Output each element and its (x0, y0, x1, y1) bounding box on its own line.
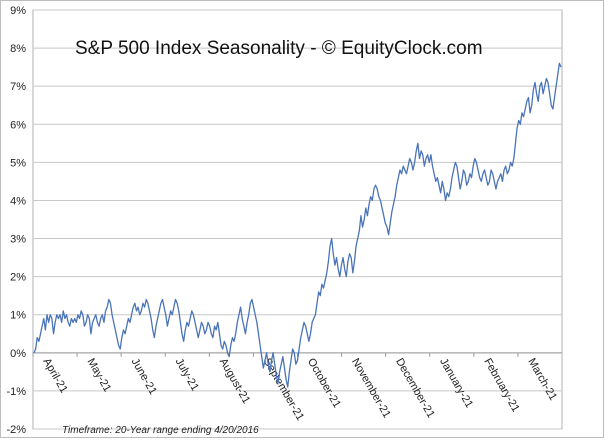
plot-area (32, 9, 563, 430)
y-axis-tick-labels: 9% 8% 7% 6% 5% 4% 3% 2% 1% 0% -1% -2% (6, 5, 26, 436)
y-tick-label: 2% (10, 272, 26, 284)
y-tick-label: 7% (10, 81, 26, 93)
y-tick-label: 3% (10, 234, 26, 246)
y-tick-label: 0% (10, 348, 26, 360)
y-tick-label: -2% (6, 424, 26, 436)
y-tick-label: -1% (6, 386, 26, 398)
series-line (33, 62, 562, 388)
y-tick-label: 8% (10, 43, 26, 55)
y-tick-label: 5% (10, 157, 26, 169)
y-tick-label: 6% (10, 119, 26, 131)
chart-title: S&P 500 Index Seasonality - © EquityCloc… (75, 38, 483, 59)
y-tick-label: 1% (10, 310, 26, 322)
y-tick-label: 9% (10, 5, 26, 17)
footnote: Timeframe: 20-Year range ending 4/20/201… (62, 425, 259, 436)
y-tick-label: 4% (10, 195, 26, 207)
